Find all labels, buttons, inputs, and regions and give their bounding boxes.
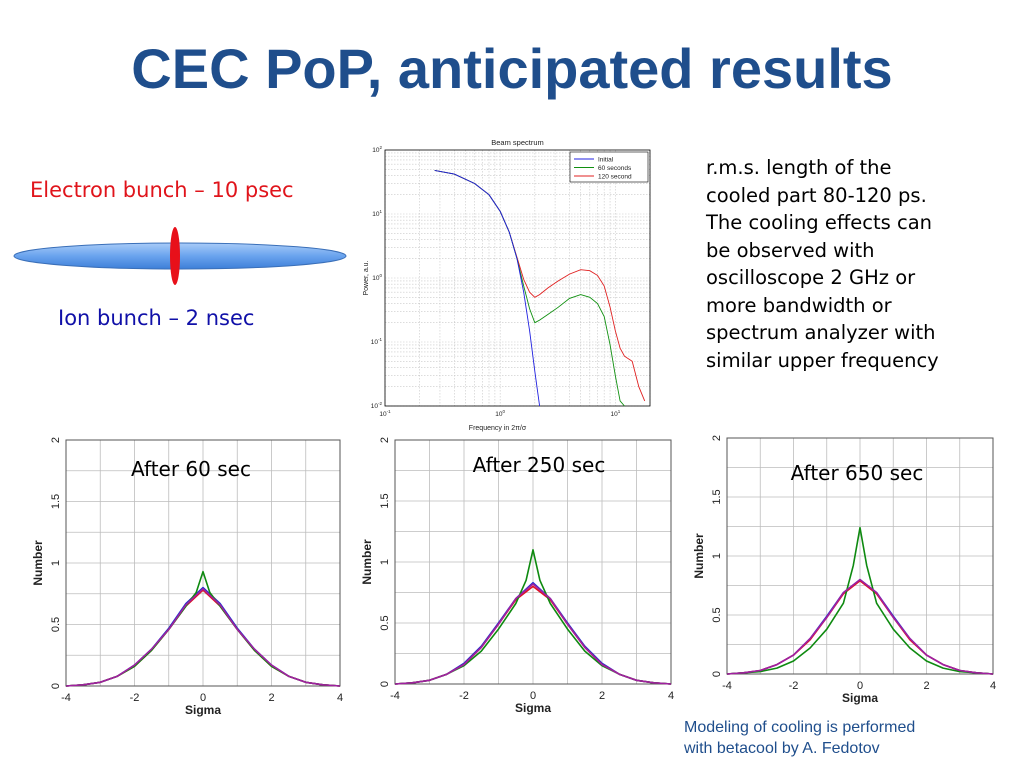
chart-title: Beam spectrum bbox=[491, 138, 544, 147]
x-axis-label: Sigma bbox=[842, 691, 878, 705]
plot-frame bbox=[384, 149, 651, 407]
y-tick-label: 0.5 bbox=[711, 607, 723, 622]
x-tick-label: 0 bbox=[857, 680, 863, 692]
x-tick-label: -4 bbox=[61, 692, 71, 704]
x-tick-label: -2 bbox=[130, 692, 140, 704]
y-tick-label: 0 bbox=[50, 683, 62, 689]
series-line bbox=[394, 583, 672, 685]
time-annotation: After 60 sec bbox=[131, 457, 251, 481]
credit-note: Modeling of cooling is performed with be… bbox=[684, 717, 915, 759]
y-tick-label: 1 bbox=[50, 560, 62, 566]
legend-entry: 60 seconds bbox=[598, 165, 632, 172]
distribution-chart-250-sec: -4 -2 0 2 4 0 0.5 1 1.5 2 Sigma Number After 250 sec bbox=[360, 437, 674, 715]
grid bbox=[384, 150, 651, 407]
x-tick-label: 2 bbox=[599, 690, 605, 702]
series-line bbox=[65, 588, 341, 687]
x-tick-label: -2 bbox=[459, 690, 469, 702]
x-tick-label: -4 bbox=[722, 680, 732, 692]
y-axis-label: Number bbox=[692, 533, 706, 579]
y-tick-label: 0.5 bbox=[379, 615, 391, 630]
y-tick-label: 100 bbox=[372, 273, 382, 282]
note-line: similar upper frequency bbox=[706, 348, 939, 372]
y-tick-label: 2 bbox=[50, 437, 62, 443]
electron-bunch-label: Electron bunch – 10 psec bbox=[30, 178, 294, 202]
series-line bbox=[726, 526, 994, 675]
x-tick-label: 4 bbox=[990, 680, 996, 692]
x-axis-label: Sigma bbox=[185, 703, 221, 717]
note-line: r.m.s. length of the bbox=[706, 156, 892, 179]
y-tick-label: 1.5 bbox=[379, 493, 391, 508]
legend-entry: 120 second bbox=[598, 173, 632, 180]
x-tick-label: 4 bbox=[668, 690, 674, 702]
x-tick-label: 0 bbox=[200, 692, 206, 704]
x-tick-label: 4 bbox=[337, 692, 343, 704]
credit-line: with betacool by A. Fedotov bbox=[684, 740, 880, 757]
y-tick-label: 0.5 bbox=[50, 617, 62, 632]
distribution-chart-60-sec: -4 -2 0 2 4 0 0.5 1 1.5 2 Sigma Number After 60 sec bbox=[31, 437, 343, 717]
x-tick-label: 10-1 bbox=[379, 409, 391, 418]
note-line: oscilloscope 2 GHz or bbox=[706, 266, 916, 289]
series-line bbox=[726, 578, 994, 675]
x-tick-label: -2 bbox=[789, 680, 799, 692]
x-axis-label: Frequency in 2π/σ bbox=[469, 425, 527, 432]
x-axis-label: Sigma bbox=[515, 701, 551, 715]
y-tick-label: 102 bbox=[372, 145, 382, 154]
beam-spectrum-chart: Beam spectrum Frequency in 2π/σ Power, a.u… bbox=[363, 138, 651, 432]
note-line: The cooling effects can bbox=[706, 211, 933, 234]
note-line: more bandwidth or bbox=[706, 293, 892, 317]
electron-bunch-ellipse bbox=[170, 227, 180, 285]
series-line bbox=[434, 169, 541, 407]
credit-line: Modeling of cooling is performed bbox=[684, 719, 916, 736]
x-tick-label: 0 bbox=[530, 690, 536, 702]
y-tick-label: 2 bbox=[379, 437, 391, 443]
x-tick-label: 2 bbox=[268, 692, 274, 704]
plot-frame bbox=[726, 437, 994, 675]
y-tick-label: 1 bbox=[711, 553, 723, 559]
y-tick-label: 101 bbox=[372, 209, 382, 218]
y-axis-label: Power, a.u. bbox=[363, 260, 370, 295]
legend-entry: Initial bbox=[598, 156, 614, 163]
x-tick-label: 100 bbox=[495, 409, 505, 418]
note-line: be observed with bbox=[706, 238, 875, 262]
x-tick-label: 101 bbox=[610, 409, 620, 418]
y-tick-label: 10-1 bbox=[371, 337, 383, 346]
time-annotation: After 650 sec bbox=[791, 461, 924, 485]
y-axis-label: Number bbox=[360, 539, 374, 585]
y-axis-label: Number bbox=[31, 540, 45, 586]
distribution-chart-650-sec: -4 -2 0 2 4 0 0.5 1 1.5 2 Sigma Number After 650 sec bbox=[692, 435, 996, 705]
time-annotation: After 250 sec bbox=[473, 453, 606, 477]
bunch-illustration bbox=[13, 227, 347, 285]
y-tick-label: 1.5 bbox=[711, 489, 723, 504]
x-tick-label: 2 bbox=[923, 680, 929, 692]
slide-title: CEC PoP, anticipated results bbox=[131, 37, 893, 100]
y-tick-label: 0 bbox=[379, 681, 391, 687]
ion-bunch-label: Ion bunch – 2 nsec bbox=[58, 306, 255, 330]
y-tick-label: 0 bbox=[711, 671, 723, 677]
plot-frame bbox=[394, 439, 672, 685]
y-tick-label: 1 bbox=[379, 559, 391, 565]
note-line: cooled part 80-120 ps. bbox=[706, 183, 927, 207]
y-tick-label: 1.5 bbox=[50, 494, 62, 509]
grid bbox=[394, 439, 672, 685]
note-line: spectrum analyzer with bbox=[706, 321, 936, 344]
y-tick-label: 2 bbox=[711, 435, 723, 441]
x-tick-label: -4 bbox=[390, 690, 400, 702]
rms-notes: r.m.s. length of the cooled part 80-120 … bbox=[706, 154, 1006, 374]
legend-box bbox=[569, 151, 649, 183]
plot-frame bbox=[65, 439, 341, 687]
y-tick-label: 10-2 bbox=[371, 401, 383, 410]
